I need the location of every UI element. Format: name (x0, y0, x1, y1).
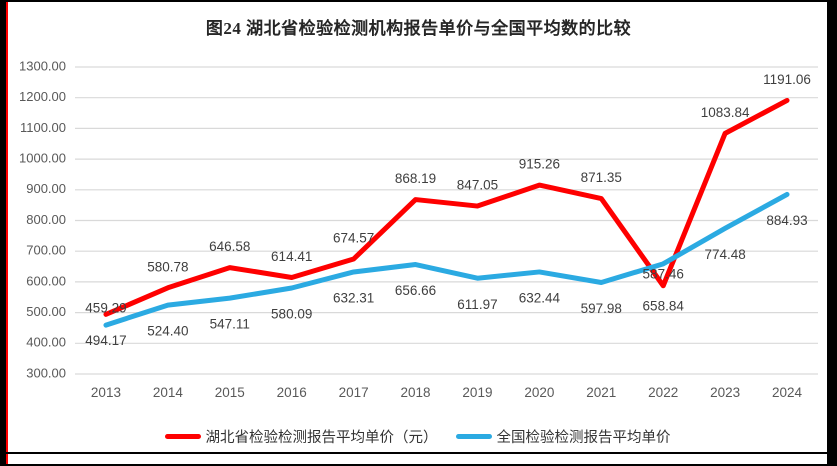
data-label: 871.35 (581, 170, 622, 185)
x-tick-label: 2020 (524, 385, 554, 400)
table-cell-bottom-border (0, 452, 837, 454)
x-tick-label: 2015 (215, 385, 245, 400)
data-label: 915.26 (519, 157, 560, 172)
legend-label-hubei: 湖北省检验检测报告平均单价（元） (205, 429, 438, 446)
data-label: 597.98 (581, 301, 622, 316)
data-label: 614.41 (271, 249, 312, 264)
data-label: 1191.06 (763, 72, 811, 87)
data-label: 632.31 (333, 291, 374, 306)
data-label: 524.40 (147, 324, 188, 339)
y-tick-label: 800.00 (26, 212, 66, 227)
national-series-swatch (455, 433, 492, 439)
y-tick-label: 1200.00 (19, 89, 66, 104)
data-label: 774.48 (704, 247, 745, 262)
y-tick-label: 400.00 (26, 335, 66, 350)
data-label: 580.09 (271, 307, 312, 322)
data-label: 1083.84 (701, 105, 750, 120)
data-label: 847.05 (457, 178, 498, 193)
chart-title: 图24 湖北省检验检测机构报告单价与全国平均数的比较 (205, 19, 632, 38)
x-tick-label: 2023 (710, 385, 740, 400)
y-tick-label: 1000.00 (19, 151, 66, 166)
y-tick-label: 1100.00 (20, 120, 66, 135)
data-label: 547.11 (210, 317, 250, 332)
y-tick-label: 500.00 (26, 304, 66, 319)
x-tick-label: 2014 (153, 385, 184, 400)
frame-border-top (0, 0, 837, 2)
legend-item-national: 全国检验检测报告平均单价 (455, 426, 671, 447)
y-tick-label: 300.00 (26, 365, 66, 380)
data-label: 656.66 (395, 283, 436, 298)
y-tick-label: 900.00 (26, 181, 66, 196)
x-tick-label: 2016 (277, 385, 307, 400)
line-chart: 300.00 400.00 500.00 600.00 700.00 800.00 900.… (8, 42, 820, 420)
frame-border-right (827, 0, 837, 466)
x-tick-label: 2022 (648, 385, 678, 400)
legend-item-hubei: 湖北省检验检测报告平均单价（元） (164, 426, 438, 447)
data-label: 868.19 (395, 171, 436, 186)
x-tick-label: 2018 (401, 385, 431, 400)
y-tick-label: 600.00 (26, 273, 66, 288)
y-tick-label: 1300.00 (19, 58, 66, 73)
data-label: 658.84 (643, 298, 685, 313)
legend-label-national: 全国检验检测报告平均单价 (496, 429, 671, 446)
data-label: 459.29 (85, 301, 126, 316)
x-tick-label: 2013 (91, 385, 121, 400)
x-tick-label: 2017 (339, 385, 369, 400)
data-label: 580.78 (147, 259, 188, 274)
data-label: 646.58 (209, 239, 250, 254)
data-label: 674.57 (333, 231, 374, 246)
frame-border-bottom (0, 464, 837, 466)
data-label: 884.93 (766, 213, 807, 228)
y-tick-label: 700.00 (26, 243, 66, 258)
data-label: 632.44 (519, 291, 561, 306)
x-tick-label: 2019 (462, 385, 492, 400)
red-accent-line (6, 0, 8, 466)
frame-border-left (0, 0, 6, 466)
hubei-series-swatch (164, 433, 201, 439)
x-tick-label: 2024 (772, 385, 803, 400)
chart-legend: 湖北省检验检测报告平均单价（元） 全国检验检测报告平均单价 (8, 423, 827, 449)
x-tick-label: 2021 (586, 385, 616, 400)
data-label: 611.97 (457, 297, 497, 312)
data-label: 587.46 (643, 266, 684, 281)
series-line-1 (103, 191, 790, 328)
data-label: 494.17 (85, 333, 126, 348)
line-chart-svg: 300.00 400.00 500.00 600.00 700.00 800.00 900.… (19, 58, 818, 400)
